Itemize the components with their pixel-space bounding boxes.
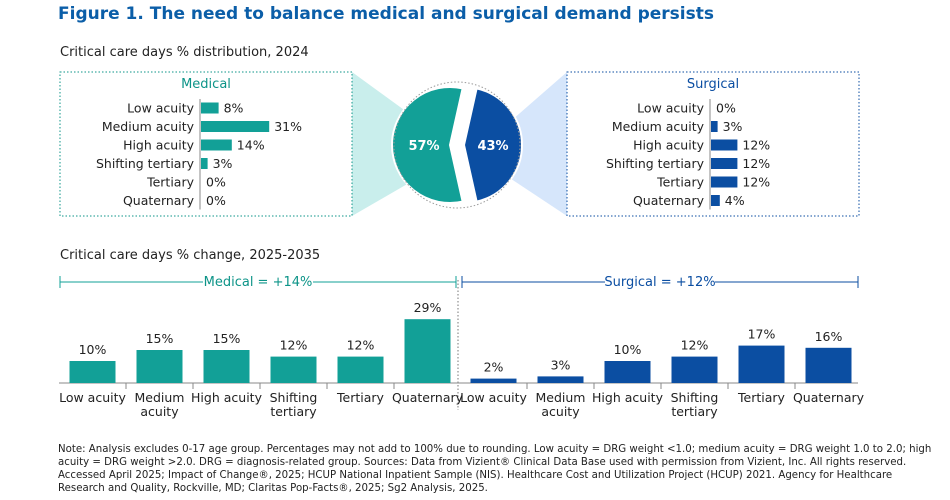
surgical-category-label: Shifting tertiary	[606, 156, 705, 171]
medical-bar	[201, 121, 270, 132]
surgical-value-label: 3%	[723, 119, 743, 134]
horizontal-bar-charts: Low acuity 8% Medium acuity 31% High acuity 1…	[96, 99, 770, 210]
medical-value-label: 31%	[274, 119, 302, 134]
surgical-change-value-label: 12%	[681, 338, 709, 353]
footnote: Note: Analysis excludes 0-17 age group. …	[58, 444, 932, 494]
pie-chart: 57% 43%	[391, 81, 523, 209]
medical-value-label: 0%	[206, 175, 226, 190]
medical-change-value-label: 12%	[280, 338, 308, 353]
pie-label-medical: 57%	[408, 139, 439, 154]
pie-outline	[393, 81, 521, 209]
surgical-change-category-label: Low acuity	[460, 390, 527, 405]
medical-bar	[201, 158, 208, 169]
surgical-change-value-label: 10%	[614, 342, 642, 357]
medical-change-value-label: 15%	[213, 331, 241, 346]
surgical-change-bar	[805, 347, 852, 383]
medical-change-category-label: acuity	[140, 404, 179, 419]
medical-category-label: Tertiary	[146, 175, 195, 190]
surgical-value-label: 12%	[742, 175, 770, 190]
medical-change-category-label: tertiary	[270, 404, 317, 419]
medical-panel-title: Medical	[181, 77, 231, 92]
medical-change-bar	[404, 319, 451, 383]
medical-value-label: 8%	[224, 101, 244, 116]
surgical-change-bar	[738, 345, 785, 383]
surgical-value-label: 4%	[725, 193, 745, 208]
medical-change-value-label: 15%	[146, 331, 174, 346]
figure-title: Figure 1. The need to balance medical an…	[58, 4, 714, 24]
medical-bar	[201, 139, 232, 151]
surgical-value-label: 0%	[716, 101, 736, 116]
surgical-change-value-label: 17%	[748, 327, 776, 342]
surgical-change-value-label: 2%	[484, 360, 504, 375]
medical-change-bar	[203, 350, 250, 383]
surgical-category-label: Medium acuity	[612, 119, 705, 134]
pie-slice-medical	[391, 86, 464, 204]
surgical-change-category-label: tertiary	[671, 404, 718, 419]
surgical-value-label: 12%	[742, 156, 770, 171]
surgical-change-bar	[671, 356, 718, 383]
medical-change-category-label: Tertiary	[336, 390, 385, 405]
surgical-change-value-label: 3%	[551, 357, 571, 372]
pie-slice-surgical	[462, 87, 523, 203]
medical-category-label: High acuity	[123, 138, 195, 153]
surgical-change-value-label: 16%	[815, 329, 843, 344]
medical-change-category-label: Low acuity	[59, 390, 126, 405]
medical-change-bar	[69, 361, 116, 383]
medical-change-bar	[136, 350, 183, 383]
medical-group-label: Medical = +14%	[204, 275, 313, 290]
surgical-change-bar	[604, 361, 651, 383]
medical-category-label: Medium acuity	[102, 119, 195, 134]
surgical-bar	[711, 121, 718, 132]
surgical-change-bar	[537, 376, 584, 383]
pie-label-surgical: 43%	[477, 139, 508, 154]
surgical-change-category-label: Tertiary	[737, 390, 786, 405]
change-section-title: Critical care days % change, 2025-2035	[60, 248, 320, 263]
surgical-panel-title: Surgical	[687, 77, 739, 92]
distribution-section-title: Critical care days % distribution, 2024	[60, 45, 309, 60]
surgical-change-category-label: Quaternary	[793, 390, 865, 405]
vertical-bar-chart: Medical = +14% Surgical = +12% 10% Low acui…	[59, 275, 865, 419]
surgical-bar	[711, 139, 738, 151]
surgical-category-label: Tertiary	[656, 175, 705, 190]
surgical-change-category-label: Shifting	[671, 390, 719, 405]
medical-change-value-label: 10%	[79, 342, 107, 357]
surgical-change-bar	[470, 378, 517, 383]
surgical-value-label: 12%	[742, 138, 770, 153]
medical-change-value-label: 29%	[414, 300, 442, 315]
surgical-change-category-label: Medium	[536, 390, 586, 405]
surgical-category-label: Quaternary	[633, 193, 705, 208]
chart-canvas: Figure 1. The need to balance medical an…	[58, 4, 865, 419]
medical-value-label: 3%	[213, 156, 233, 171]
surgical-bar	[711, 158, 738, 169]
surgical-bar	[711, 195, 720, 206]
surgical-connector	[490, 72, 567, 216]
medical-value-label: 0%	[206, 193, 226, 208]
medical-value-label: 14%	[237, 138, 265, 153]
medical-change-category-label: High acuity	[191, 390, 263, 405]
medical-change-category-label: Shifting	[270, 390, 318, 405]
medical-bar	[201, 102, 219, 114]
medical-category-label: Low acuity	[127, 101, 194, 116]
medical-change-category-label: Quaternary	[392, 390, 464, 405]
surgical-change-category-label: acuity	[541, 404, 580, 419]
surgical-category-label: High acuity	[633, 138, 705, 153]
surgical-bar	[711, 176, 738, 188]
medical-change-value-label: 12%	[347, 338, 375, 353]
medical-category-label: Quaternary	[123, 193, 195, 208]
surgical-group-label: Surgical = +12%	[604, 275, 715, 290]
medical-change-category-label: Medium	[135, 390, 185, 405]
surgical-category-label: Low acuity	[637, 101, 704, 116]
surgical-change-category-label: High acuity	[592, 390, 664, 405]
medical-change-bar	[337, 356, 384, 383]
medical-category-label: Shifting tertiary	[96, 156, 195, 171]
medical-change-bar	[270, 356, 317, 383]
